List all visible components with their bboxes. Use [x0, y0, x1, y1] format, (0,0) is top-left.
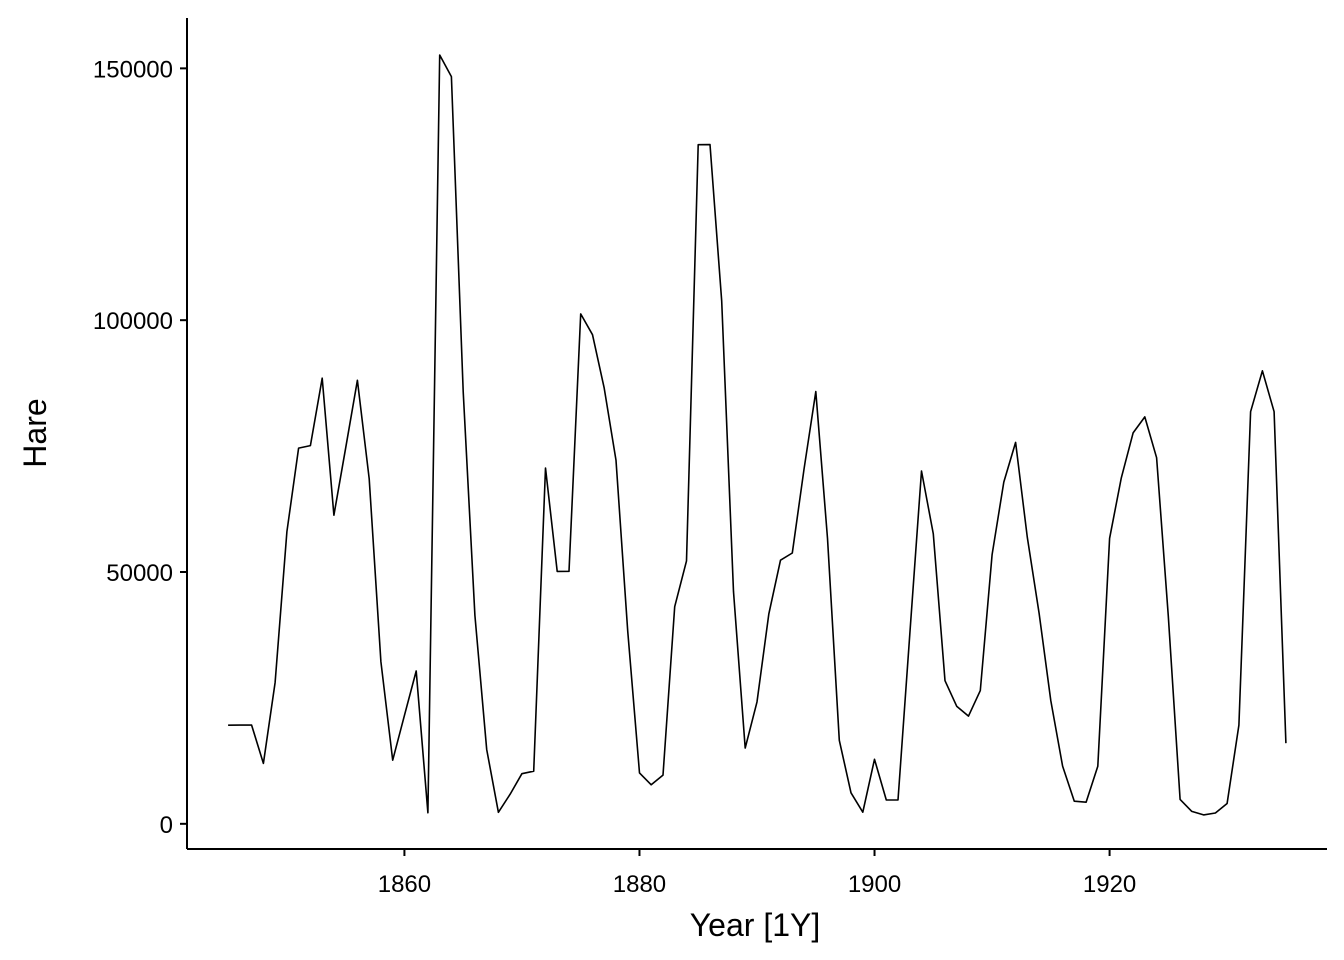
y-tick-label: 50000: [106, 560, 173, 587]
x-tick-label: 1860: [378, 871, 431, 898]
x-tick-label: 1920: [1083, 871, 1136, 898]
x-axis-ticks: 1860 1880 1900 1920: [378, 849, 1136, 898]
x-tick-label: 1900: [848, 871, 901, 898]
x-axis-title: Year [1Y]: [690, 907, 820, 943]
x-tick-label: 1880: [613, 871, 666, 898]
y-axis-ticks: 0 50000 100000 150000: [93, 56, 187, 839]
series-line-0: [228, 54, 1287, 816]
y-tick-label: 100000: [93, 308, 173, 335]
y-tick-label: 0: [160, 812, 173, 839]
y-tick-label: 150000: [93, 56, 173, 83]
y-axis-title: Hare: [17, 398, 53, 467]
series-layer: [228, 54, 1287, 816]
